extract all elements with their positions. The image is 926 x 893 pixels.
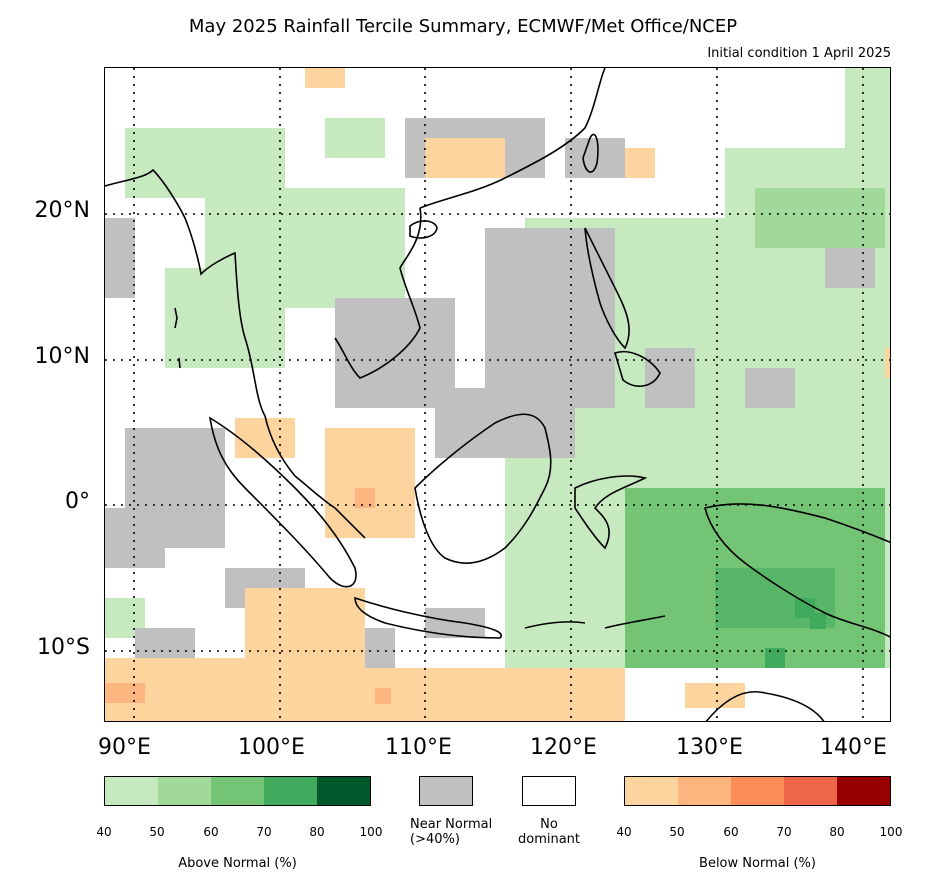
- below-tick: 50: [669, 825, 685, 839]
- above-tick: 70: [256, 825, 272, 839]
- lat-label-10n: 10°N: [34, 344, 90, 369]
- below-normal-colorbar: [624, 776, 891, 806]
- lon-label-90e: 90°E: [98, 735, 151, 760]
- no-dominant-label-line2: dominant: [517, 832, 581, 847]
- near-normal-swatch: [419, 776, 473, 806]
- below-normal-label: Below Normal (%): [699, 856, 816, 871]
- below-tick: 70: [776, 825, 792, 839]
- no-dominant-label-line1: No: [540, 817, 558, 832]
- below-seg-1: [625, 777, 678, 805]
- lat-label-10s: 10°S: [37, 635, 90, 660]
- below-seg-3: [731, 777, 784, 805]
- lon-label-130e: 130°E: [676, 735, 743, 760]
- near-normal-label-line2: (>40%): [410, 832, 460, 847]
- above-seg-3: [211, 777, 264, 805]
- gridlines: [105, 68, 890, 721]
- above-seg-1: [105, 777, 158, 805]
- chart-title: May 2025 Rainfall Tercile Summary, ECMWF…: [188, 16, 738, 37]
- below-tick: 60: [723, 825, 739, 839]
- lon-label-100e: 100°E: [238, 735, 305, 760]
- near-normal-label: Near Normal (>40%): [410, 817, 530, 847]
- below-tick: 100: [879, 825, 903, 839]
- above-tick: 40: [96, 825, 112, 839]
- above-normal-label: Above Normal (%): [178, 856, 297, 871]
- chart-subtitle: Initial condition 1 April 2025: [707, 46, 891, 61]
- rainfall-map: [104, 67, 891, 722]
- lon-label-110e: 110°E: [385, 735, 452, 760]
- above-tick: 50: [149, 825, 165, 839]
- above-tick: 60: [203, 825, 219, 839]
- tercile-shading: [105, 68, 890, 721]
- above-seg-2: [158, 777, 211, 805]
- above-seg-5: [317, 777, 370, 805]
- below-seg-2: [678, 777, 731, 805]
- below-tick: 80: [829, 825, 845, 839]
- below-seg-5: [837, 777, 890, 805]
- above-tick: 80: [309, 825, 325, 839]
- below-seg-4: [784, 777, 837, 805]
- above-tick: 100: [359, 825, 383, 839]
- above-normal-colorbar: [104, 776, 371, 806]
- below-tick: 40: [616, 825, 632, 839]
- lat-label-0: 0°: [65, 489, 90, 514]
- no-dominant-label: No dominant: [509, 817, 589, 847]
- no-dominant-swatch: [522, 776, 576, 806]
- coastlines: [105, 68, 890, 721]
- lon-label-140e: 140°E: [820, 735, 887, 760]
- above-seg-4: [264, 777, 317, 805]
- lat-label-20n: 20°N: [34, 198, 90, 223]
- lon-label-120e: 120°E: [530, 735, 597, 760]
- near-normal-label-line1: Near Normal: [410, 817, 493, 832]
